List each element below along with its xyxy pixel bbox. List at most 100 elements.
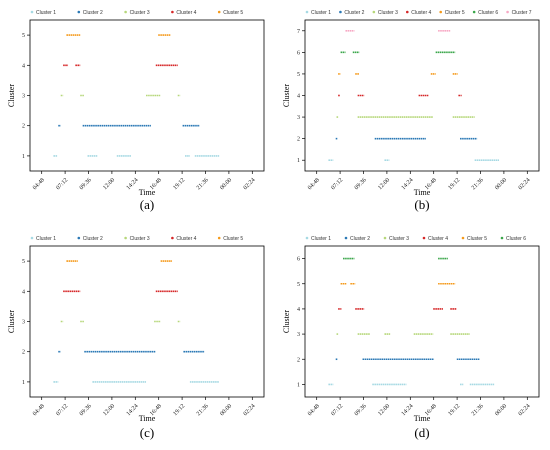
x-tick-label: 14:24 — [126, 177, 140, 191]
y-tick-label: 1 — [22, 154, 25, 160]
x-tick-label: 09:36 — [79, 177, 93, 191]
y-tick-label: 1 — [297, 158, 300, 164]
legend-marker — [30, 10, 34, 14]
y-tick-label: 5 — [297, 282, 300, 288]
legend-marker — [422, 236, 426, 240]
x-tick-label: 21:36 — [471, 177, 485, 191]
legend-entry: Cluster 1 — [36, 236, 56, 242]
x-tick-label: 09:36 — [354, 177, 368, 191]
legend-entry: Cluster 4 — [176, 10, 196, 16]
legend-marker — [30, 236, 34, 240]
y-axis-label: Cluster — [282, 310, 291, 333]
x-tick-label: 02:24 — [243, 177, 257, 191]
legend-marker — [372, 10, 376, 14]
y-tick-label: 3 — [297, 115, 300, 121]
legend-entry: Cluster 7 — [512, 10, 532, 16]
x-tick-label: 00:00 — [219, 177, 233, 191]
legend-entry: Cluster 6 — [478, 10, 498, 16]
x-tick-label: 14:24 — [401, 403, 415, 417]
x-tick-label: 00:00 — [494, 403, 508, 417]
legend-entry: Cluster 4 — [428, 236, 448, 242]
y-axis-label: Cluster — [7, 310, 16, 333]
y-tick-label: 2 — [22, 124, 25, 130]
legend-marker — [506, 10, 509, 14]
legend-marker — [171, 10, 174, 14]
x-tick-label: 12:00 — [102, 177, 116, 191]
panel-label: (c) — [140, 425, 154, 440]
legend: Cluster 1 Cluster 2 Cluster 3 Cluster 4 Clus… — [305, 10, 532, 16]
legend-entry: Cluster 2 — [350, 236, 370, 242]
y-tick-label: 6 — [297, 257, 300, 263]
legend-entry: Cluster 3 — [130, 236, 150, 242]
legend-marker — [77, 10, 81, 14]
legend-entry: Cluster 1 — [311, 236, 331, 242]
x-tick-label: 19:12 — [172, 403, 186, 417]
panel-label: (d) — [414, 425, 429, 440]
x-tick-label: 07:12 — [55, 403, 69, 417]
legend-marker — [461, 236, 465, 240]
legend-entry: Cluster 4 — [176, 236, 196, 242]
x-tick-label: 19:12 — [447, 403, 461, 417]
legend-entry: Cluster 3 — [389, 236, 409, 242]
x-tick-label: 00:00 — [494, 177, 508, 191]
plot-area — [304, 245, 540, 398]
x-tick-label: 00:00 — [219, 403, 233, 417]
y-tick-label: 3 — [22, 320, 25, 326]
legend-marker — [339, 10, 342, 14]
y-tick-label: 4 — [297, 94, 300, 100]
x-tick-label: 14:24 — [401, 177, 415, 191]
y-tick-label: 2 — [22, 350, 25, 356]
y-tick-label: 4 — [297, 307, 300, 313]
y-axis-label: Cluster — [7, 84, 16, 107]
panel-label: (a) — [140, 197, 154, 212]
x-tick-label: 12:00 — [377, 177, 391, 191]
legend-marker — [305, 10, 309, 14]
legend-entry: Cluster 2 — [83, 10, 103, 16]
x-tick-label: 02:24 — [518, 177, 532, 191]
legend-entry: Cluster 5 — [445, 10, 465, 16]
y-tick-label: 7 — [297, 29, 300, 35]
legend-marker — [383, 236, 387, 240]
chart-panel-1: Cluster 1 Cluster 2 Cluster 3 Cluster 4 Clus… — [7, 10, 265, 212]
y-tick-label: 5 — [297, 72, 300, 78]
x-axis-label: Time — [139, 188, 156, 197]
legend-entry: Cluster 5 — [223, 236, 243, 242]
y-tick-label: 2 — [297, 357, 300, 363]
x-axis-label: Time — [414, 188, 431, 197]
x-tick-label: 07:12 — [55, 177, 69, 191]
x-tick-label: 04:48 — [307, 177, 321, 191]
x-tick-label: 19:12 — [172, 177, 186, 191]
x-tick-label: 02:24 — [518, 403, 532, 417]
legend-entry: Cluster 6 — [506, 236, 526, 242]
x-tick-label: 04:48 — [32, 403, 46, 417]
y-tick-label: 3 — [297, 332, 300, 338]
y-tick-label: 1 — [22, 380, 25, 386]
chart-panel-2: Cluster 1 Cluster 2 Cluster 3 Cluster 4 Clus… — [282, 10, 540, 212]
legend-entry: Cluster 5 — [467, 236, 487, 242]
y-axis-label: Cluster — [282, 84, 291, 107]
x-tick-label: 07:12 — [330, 403, 344, 417]
legend-marker — [217, 236, 221, 240]
legend-marker — [124, 10, 127, 14]
legend-marker — [405, 10, 409, 14]
x-axis-label: Time — [139, 414, 156, 423]
legend-entry: Cluster 1 — [36, 10, 56, 16]
x-tick-label: 07:12 — [330, 177, 344, 191]
legend: Cluster 1 Cluster 2 Cluster 3 Cluster 4 Clus… — [30, 236, 243, 242]
y-tick-label: 5 — [22, 33, 25, 39]
y-tick-label: 4 — [22, 289, 25, 295]
legend-marker — [124, 236, 127, 240]
chart-panel-3: Cluster 1 Cluster 2 Cluster 3 Cluster 4 Clus… — [7, 236, 265, 440]
y-tick-label: 4 — [22, 63, 25, 69]
legend-marker — [472, 10, 476, 14]
x-axis-label: Time — [414, 414, 431, 423]
legend: Cluster 1 Cluster 2 Cluster 3 Cluster 4 Clus… — [305, 236, 526, 242]
legend-marker — [77, 236, 81, 240]
x-tick-label: 12:00 — [377, 403, 391, 417]
x-tick-label: 09:36 — [354, 403, 368, 417]
x-tick-label: 04:48 — [307, 403, 321, 417]
y-tick-label: 3 — [22, 94, 25, 100]
legend-entry: Cluster 3 — [130, 10, 150, 16]
y-tick-label: 1 — [297, 382, 300, 388]
